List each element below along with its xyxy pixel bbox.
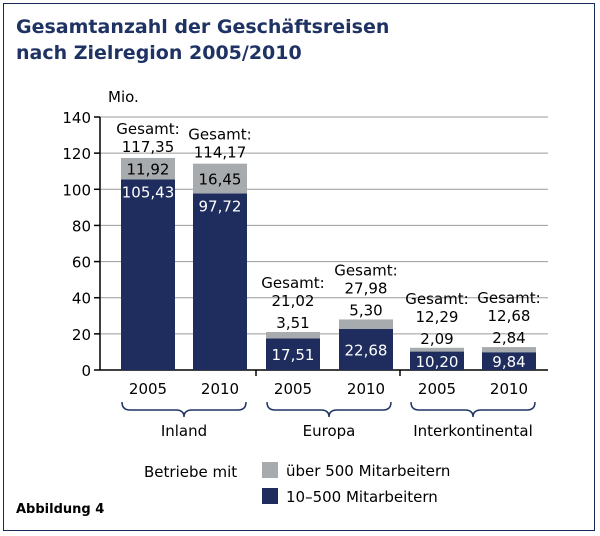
total-label-value: 117,35	[122, 138, 175, 156]
x-tick-label: 2010	[201, 380, 239, 398]
bar-segment-over-500	[339, 319, 393, 330]
figure-frame	[3, 3, 595, 531]
y-tick-label: 80	[72, 217, 91, 235]
group-bracket	[121, 401, 247, 418]
bar-segment-over-500	[193, 163, 247, 194]
legend-label: über 500 Mitarbeitern	[286, 462, 450, 480]
bar-segment-10-500	[339, 329, 393, 370]
y-tick-label: 60	[72, 254, 91, 272]
y-tick-label: 120	[62, 145, 91, 163]
title-line-2: nach Zielregion 2005/2010	[16, 42, 302, 64]
total-label-prefix: Gesamt:	[261, 274, 324, 292]
group-bracket	[266, 401, 392, 418]
figure-label: Abbildung 4	[16, 502, 105, 517]
bar-segment-10-500	[266, 338, 320, 370]
data-label-over-500: 16,45	[199, 171, 242, 189]
data-label-over-500: 5,30	[349, 301, 382, 319]
data-label-over-500: 3,51	[276, 314, 309, 332]
group-label: Interkontinental	[413, 422, 533, 440]
x-tick-label: 2005	[129, 380, 167, 398]
legend-label: 10–500 Mitarbeitern	[286, 488, 438, 506]
title-line-1: Gesamtanzahl der Geschäftsreisen	[16, 16, 390, 38]
x-tick-label: 2010	[490, 380, 528, 398]
total-label-prefix: Gesamt:	[188, 126, 251, 144]
data-label-10-500: 105,43	[122, 183, 175, 201]
total-label-prefix: Gesamt:	[116, 120, 179, 138]
total-label-value: 27,98	[345, 279, 388, 297]
bar-segment-over-500	[410, 347, 464, 352]
bar-segment-10-500	[410, 351, 464, 370]
data-label-10-500: 22,68	[345, 342, 388, 360]
data-label-10-500: 9,84	[492, 353, 525, 371]
y-tick-label: 140	[62, 109, 91, 127]
total-label-value: 114,17	[194, 144, 247, 162]
data-label-over-500: 11,92	[127, 161, 170, 179]
data-label-10-500: 97,72	[199, 197, 242, 215]
bar-segment-10-500	[482, 352, 536, 370]
data-label-over-500: 2,84	[492, 329, 525, 347]
total-label-value: 21,02	[272, 292, 315, 310]
legend-swatch	[262, 488, 278, 504]
total-label-prefix: Gesamt:	[477, 289, 540, 307]
bar-segment-10-500	[193, 193, 247, 370]
x-tick-label: 2010	[347, 380, 385, 398]
y-tick-label: 100	[62, 181, 91, 199]
data-label-10-500: 10,20	[416, 353, 459, 371]
total-label-prefix: Gesamt:	[405, 290, 468, 308]
y-tick-label: 0	[81, 362, 91, 380]
legend-title: Betriebe mit	[144, 463, 237, 481]
y-axis-unit-label: Mio.	[108, 88, 139, 106]
bar-segment-over-500	[482, 347, 536, 353]
y-tick-label: 20	[72, 326, 91, 344]
total-label-value: 12,29	[416, 308, 459, 326]
x-tick-label: 2005	[418, 380, 456, 398]
total-label-value: 12,68	[488, 307, 531, 325]
total-label-prefix: Gesamt:	[334, 261, 397, 279]
group-label: Inland	[161, 422, 207, 440]
bar-segment-over-500	[121, 157, 175, 180]
y-tick-label: 40	[72, 290, 91, 308]
data-label-10-500: 17,51	[272, 346, 315, 364]
data-label-over-500: 2,09	[420, 330, 453, 348]
group-label: Europa	[303, 422, 356, 440]
bar-segment-10-500	[121, 179, 175, 370]
bar-segment-over-500	[266, 332, 320, 339]
chart-title: Gesamtanzahl der Geschäftsreisen nach Zi…	[16, 14, 576, 66]
x-tick-label: 2005	[274, 380, 312, 398]
group-bracket	[410, 401, 536, 418]
legend-swatch	[262, 462, 278, 478]
